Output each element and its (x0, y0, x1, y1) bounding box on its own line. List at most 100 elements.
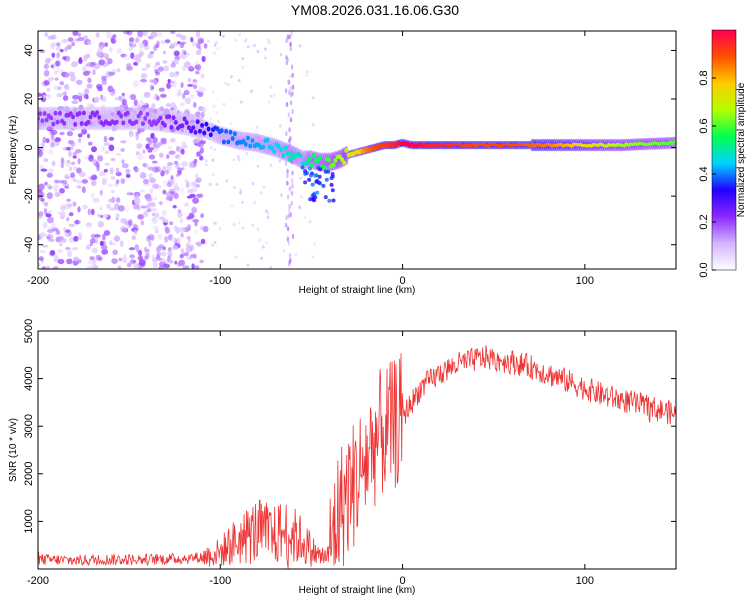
noise-blob (44, 202, 49, 207)
noise-blob (291, 178, 294, 184)
noise-blob (42, 94, 47, 99)
noise-blob (137, 265, 142, 269)
ridge-point (307, 156, 312, 162)
y-tick-label: 40 (23, 44, 35, 56)
noise-blob (125, 168, 131, 174)
noise-blob (51, 160, 56, 167)
noise-blob (72, 151, 78, 156)
noise-blob (60, 162, 64, 169)
noise-blob (82, 67, 87, 72)
noise-blob (162, 180, 169, 187)
noise-blob (167, 162, 174, 166)
noise-blob (75, 219, 79, 225)
noise-blob (155, 229, 159, 234)
ridge-point (309, 173, 313, 178)
noise-blob (140, 220, 144, 226)
noise-blob (114, 96, 119, 101)
y-tick-label: 5000 (23, 319, 35, 343)
noise-blob (149, 187, 154, 195)
noise-blob (49, 142, 54, 149)
noise-blob (73, 256, 79, 262)
noise-blob (55, 139, 60, 146)
noise-blob (68, 223, 75, 227)
snr-panel: -200 -100 0 100 1000 2000 3000 4000 5000 Height… (8, 319, 677, 596)
noise-blob (89, 241, 93, 246)
noise-blob (51, 52, 56, 58)
noise-blob (97, 86, 103, 92)
noise-blob (130, 258, 135, 266)
noise-blob (200, 238, 206, 244)
noise-blob (54, 70, 58, 75)
noise-blob (107, 198, 114, 203)
noise-blob (262, 185, 266, 189)
noise-blob (71, 100, 79, 104)
ridge-point (313, 173, 318, 178)
noise-blob (286, 173, 289, 179)
noise-blob (100, 245, 108, 250)
noise-blob (90, 175, 94, 181)
noise-blob (51, 222, 56, 229)
snr-x-ticks: -200 -100 0 100 (27, 331, 594, 587)
noise-blob (107, 85, 114, 93)
noise-blob (147, 53, 154, 59)
noise-blob (266, 212, 270, 216)
noise-blob (180, 248, 184, 253)
ridge-point (167, 114, 172, 119)
noise-blob (56, 52, 61, 58)
noise-blob (192, 181, 197, 187)
noise-blob (78, 138, 82, 144)
y-tick-label: -40 (23, 237, 35, 253)
noise-blob (86, 265, 94, 269)
noise-blob (163, 263, 171, 269)
noise-blob (151, 166, 159, 173)
noise-blob (190, 37, 194, 43)
ridge-point (134, 119, 139, 125)
noise-blob (145, 137, 152, 142)
ridge-point (331, 162, 336, 168)
noise-blob (289, 41, 292, 47)
noise-blob (123, 253, 127, 260)
noise-blob (288, 74, 292, 79)
noise-blob (103, 135, 108, 143)
noise-blob (87, 41, 93, 46)
x-tick-label: -200 (27, 575, 49, 587)
noise-blob (42, 265, 46, 269)
ridge-point (57, 110, 62, 116)
ridge-point (44, 117, 49, 123)
noise-blob (155, 61, 161, 66)
noise-blob (246, 45, 250, 49)
noise-blob (39, 49, 46, 54)
noise-blob (193, 158, 198, 164)
noise-blob (256, 49, 260, 54)
ridge-point (204, 121, 209, 127)
ridge-point (322, 165, 327, 171)
ridge-point (318, 167, 323, 172)
noise-blob (67, 159, 71, 164)
noise-blob (181, 49, 186, 55)
noise-blob (120, 178, 126, 184)
noise-blob (174, 59, 180, 65)
noise-blob (39, 250, 46, 254)
noise-blob (193, 102, 197, 108)
y-tick-label: 4000 (23, 366, 35, 390)
noise-blob (289, 46, 292, 52)
colorbar: 0.0 0.2 0.4 0.6 0.8 Normalized spectral ampl… (698, 29, 747, 278)
noise-blob (143, 210, 149, 218)
noise-blob (143, 162, 149, 168)
noise-blob (78, 95, 83, 102)
noise-blob (124, 205, 130, 213)
noise-blob (48, 210, 52, 215)
noise-blob (200, 213, 204, 219)
ridge-point (226, 139, 231, 145)
noise-blob (72, 31, 79, 36)
noise-blob (116, 48, 123, 54)
noise-blob (38, 183, 45, 191)
noise-blob (128, 37, 135, 43)
ridge-point (333, 158, 338, 163)
noise-blob (168, 234, 173, 241)
ridge-point (326, 169, 331, 174)
noise-blob (164, 165, 172, 172)
noise-blob (121, 227, 128, 233)
noise-blob (289, 100, 293, 106)
noise-blob (287, 240, 290, 246)
